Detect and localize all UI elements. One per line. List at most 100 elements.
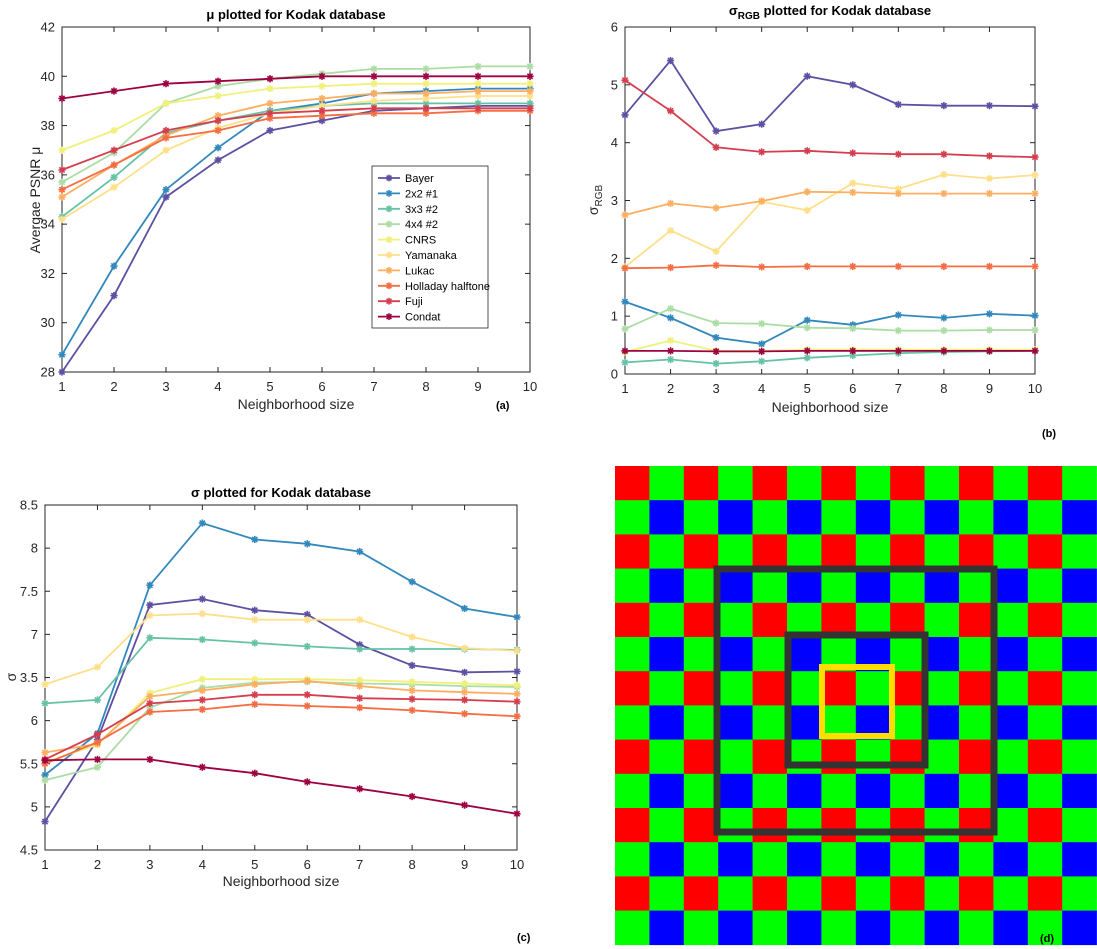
- data-point-lukac: [621, 211, 629, 219]
- data-point-lukac: [251, 680, 259, 688]
- data-point-2x2-1: [985, 310, 994, 318]
- cfa-cell: [615, 568, 650, 604]
- series-line-4x4-2: [61, 65, 530, 183]
- cfa-cell: [959, 910, 994, 946]
- data-point-4x4-2: [894, 327, 902, 335]
- cfa-cell: [683, 500, 719, 535]
- data-point-condat: [214, 77, 222, 85]
- series-line-holladay-halftone: [44, 703, 518, 765]
- cfa-cell: [959, 671, 994, 706]
- chart-a: μ plotted for Kodak database Neighborhoo…: [27, 7, 537, 412]
- cfa-cell: [718, 705, 753, 740]
- legend-marker: [385, 267, 393, 274]
- legend-entry: 2x2 #1: [405, 188, 438, 200]
- data-point-lukac: [318, 94, 326, 103]
- data-point-4x4-2: [422, 65, 430, 73]
- data-point-2x2-1: [894, 311, 902, 319]
- data-point-bayer: [803, 72, 811, 80]
- data-point-cnrs: [318, 82, 326, 90]
- series-line-condat: [61, 75, 530, 100]
- data-point-lukac: [422, 89, 430, 98]
- data-point-2x2-1: [41, 771, 49, 779]
- y-tick-label: 5: [31, 799, 38, 814]
- cfa-cell: [855, 466, 891, 501]
- cfa-cell: [821, 534, 857, 569]
- x-tick-label: 6: [318, 379, 325, 394]
- data-point-lukac: [712, 204, 720, 212]
- series-line-yamanaka: [624, 173, 1036, 268]
- cfa-cell: [959, 500, 994, 535]
- cfa-cell: [752, 602, 788, 638]
- cfa-cell: [1062, 466, 1097, 501]
- data-point-2x2-1: [251, 535, 259, 544]
- cfa-cell: [1062, 910, 1097, 946]
- cfa-cell: [993, 842, 1029, 877]
- y-tick-label: 3.5: [20, 670, 38, 685]
- y-tick-label: 40: [41, 69, 55, 84]
- data-point-condat: [41, 756, 49, 764]
- data-point-fuji: [758, 148, 766, 156]
- cfa-cell: [924, 466, 960, 501]
- data-point-bayer: [758, 120, 766, 128]
- chart-b-xticks: 1 2 3 4 5 6 7 8 9 10: [621, 27, 1042, 396]
- x-tick-label: 9: [986, 381, 993, 396]
- legend-entry: Condat: [405, 312, 440, 324]
- data-point-bayer: [198, 595, 206, 603]
- cfa-cell: [683, 842, 719, 877]
- cfa-cell: [890, 739, 925, 775]
- data-point-fuji: [849, 149, 857, 157]
- data-point-fuji: [940, 150, 948, 158]
- chart-c-panel-label: (c): [517, 932, 531, 944]
- data-point-condat: [303, 778, 311, 786]
- data-point-yamanaka: [940, 170, 948, 179]
- cfa-cell: [752, 842, 788, 877]
- chart-b-title: σRGB plotted for Kodak database: [729, 3, 931, 22]
- chart-b-ylabel: σRGB: [585, 185, 605, 216]
- x-tick-label: 7: [356, 857, 363, 872]
- data-point-condat: [666, 347, 675, 355]
- data-point-holladay-halftone: [940, 262, 948, 271]
- cfa-cell: [718, 876, 753, 911]
- cfa-cell: [683, 739, 719, 775]
- cfa-cell: [615, 910, 650, 946]
- data-point-fuji: [422, 104, 430, 112]
- y-tick-label: 7: [31, 627, 38, 642]
- data-point-3x3-2: [712, 359, 720, 368]
- data-point-bayer: [712, 127, 720, 135]
- cfa-cell: [1027, 739, 1063, 775]
- data-point-fuji: [408, 695, 416, 703]
- y-tick-label: 5: [611, 77, 618, 92]
- series-line-condat: [44, 758, 518, 815]
- chart-c-yticks: 4.5 5 5.5 6 3.5 7 7.5 8 8.5: [20, 498, 517, 858]
- cfa-cell: [1062, 671, 1097, 706]
- data-point-4x4-2: [93, 763, 102, 771]
- x-tick-label: 1: [621, 381, 628, 396]
- chart-a-xticks: 1 2 3 4 5 6 7 8 9 10: [58, 27, 537, 394]
- data-point-2x2-1: [712, 333, 720, 342]
- cfa-cell: [683, 705, 719, 740]
- cfa-cell: [752, 876, 788, 911]
- data-point-bayer: [894, 100, 902, 109]
- data-point-3x3-2: [41, 699, 49, 707]
- cfa-cell: [959, 637, 994, 672]
- data-point-2x2-1: [513, 613, 521, 621]
- cfa-cell: [959, 466, 994, 501]
- data-point-lukac: [474, 87, 482, 95]
- x-tick-label: 3: [712, 381, 719, 396]
- data-point-3x3-2: [803, 354, 811, 362]
- data-point-holladay-halftone: [666, 263, 675, 272]
- cfa-cell: [959, 773, 994, 809]
- data-point-yamanaka: [712, 247, 720, 255]
- cfa-cell: [787, 705, 822, 740]
- series-line-cnrs: [624, 339, 1035, 353]
- data-point-lukac: [985, 189, 994, 198]
- y-tick-label: 7.5: [20, 584, 38, 599]
- data-point-yamanaka: [460, 644, 469, 652]
- data-point-cnrs: [356, 676, 364, 684]
- cfa-cell: [683, 808, 719, 843]
- cfa-cell: [890, 842, 925, 877]
- data-point-2x2-1: [214, 144, 222, 152]
- cfa-cell: [959, 876, 994, 911]
- data-point-condat: [251, 769, 259, 777]
- cfa-cell: [821, 808, 857, 843]
